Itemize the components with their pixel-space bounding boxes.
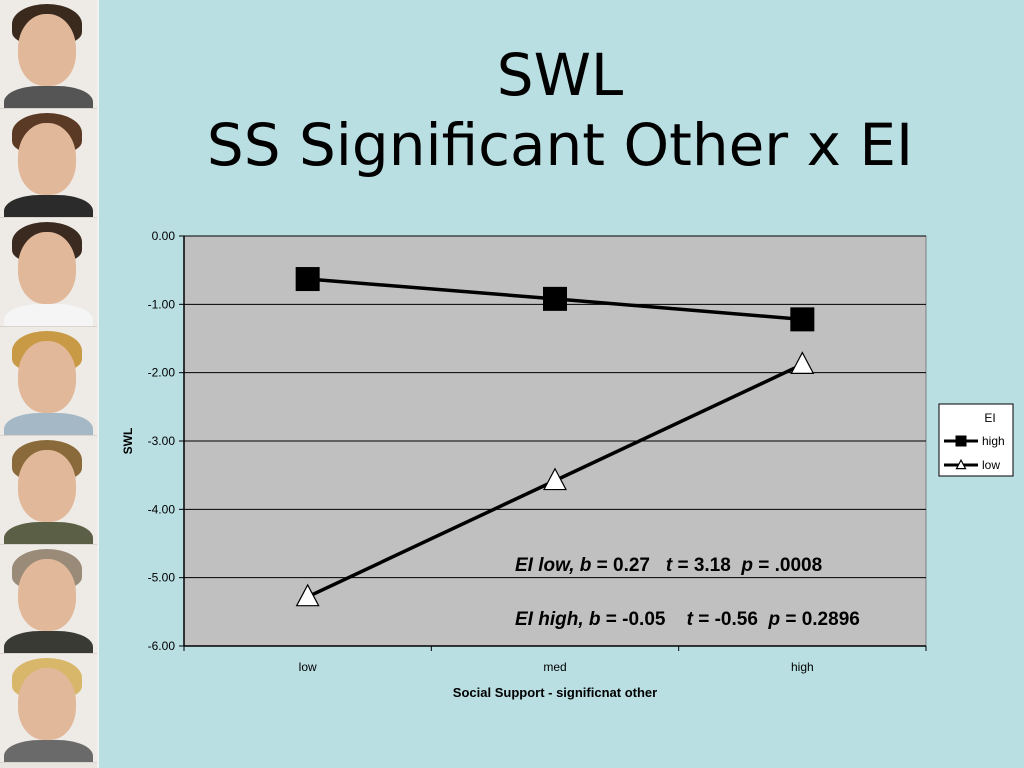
data-point-high [543, 286, 567, 311]
annotation-b-label: b [579, 555, 592, 576]
person-photo [0, 218, 97, 327]
annotation-group: EI low, [515, 555, 575, 576]
y-tick-label: -2.00 [148, 366, 176, 380]
x-tick-labels: low med high [299, 660, 814, 674]
series-group [295, 267, 815, 607]
annotation-t-label: t [686, 609, 693, 630]
annotation-b-value: = -0.05 [600, 609, 666, 630]
annotation-t-value: = -0.56 [692, 609, 758, 630]
x-tick-label: high [791, 660, 814, 674]
y-tick-labels: 0.00 -1.00 -2.00 -3.00 -4.00 -5.00 -6.00 [148, 229, 176, 653]
legend-label: low [982, 458, 1000, 472]
annotation-p-value: = .0008 [752, 555, 823, 576]
y-tick-label: -5.00 [148, 571, 176, 585]
person-photo [0, 545, 97, 654]
photo-strip [0, 0, 99, 768]
x-tick-label: med [543, 660, 566, 674]
data-point-low [790, 351, 815, 374]
legend-marker-high [955, 435, 967, 447]
annotation-t-label: t [665, 555, 673, 576]
person-photo [0, 0, 97, 109]
data-point-high [790, 307, 815, 332]
annotation-ei-high: EI high, b = -0.05 t = -0.56 p = 0.2896 [515, 609, 860, 631]
legend-marker-low [955, 458, 967, 470]
legend: EI high low [938, 403, 1014, 477]
y-tick-label: -1.00 [148, 297, 176, 311]
person-photo [0, 109, 97, 218]
person-photo [0, 436, 97, 545]
person-photo [0, 327, 97, 436]
person-photo [0, 654, 97, 763]
annotation-p-label: p [741, 555, 753, 576]
data-point-low [295, 583, 320, 607]
annotation-p-value: = 0.2896 [780, 609, 860, 630]
annotation-t-value: = 3.18 [672, 555, 731, 576]
legend-label: high [982, 434, 1005, 448]
annotation-p-label: p [768, 609, 781, 630]
slide-title: SWL SS Significant Other x EI [110, 40, 1010, 180]
annotation-b-label: b [588, 609, 601, 630]
x-axis-label: Social Support - significnat other [453, 685, 657, 700]
x-tick-label: low [299, 660, 317, 674]
annotation-ei-low: EI low, b = 0.27 t = 3.18 p = .0008 [515, 555, 822, 577]
y-tick-label: -4.00 [148, 502, 176, 516]
annotation-group: EI high, [515, 609, 584, 630]
y-tick-label: -6.00 [148, 639, 176, 653]
annotation-b-value: = 0.27 [591, 555, 650, 576]
title-line-2: SS Significant Other x EI [206, 111, 914, 179]
title-line-1: SWL [496, 41, 624, 109]
data-point-high [295, 267, 320, 292]
y-axis-label: SWL [121, 428, 135, 455]
legend-title: EI [984, 411, 995, 425]
y-tick-label: 0.00 [152, 229, 176, 243]
data-point-low [543, 467, 567, 491]
y-tick-label: -3.00 [148, 434, 176, 448]
axes [183, 236, 927, 651]
